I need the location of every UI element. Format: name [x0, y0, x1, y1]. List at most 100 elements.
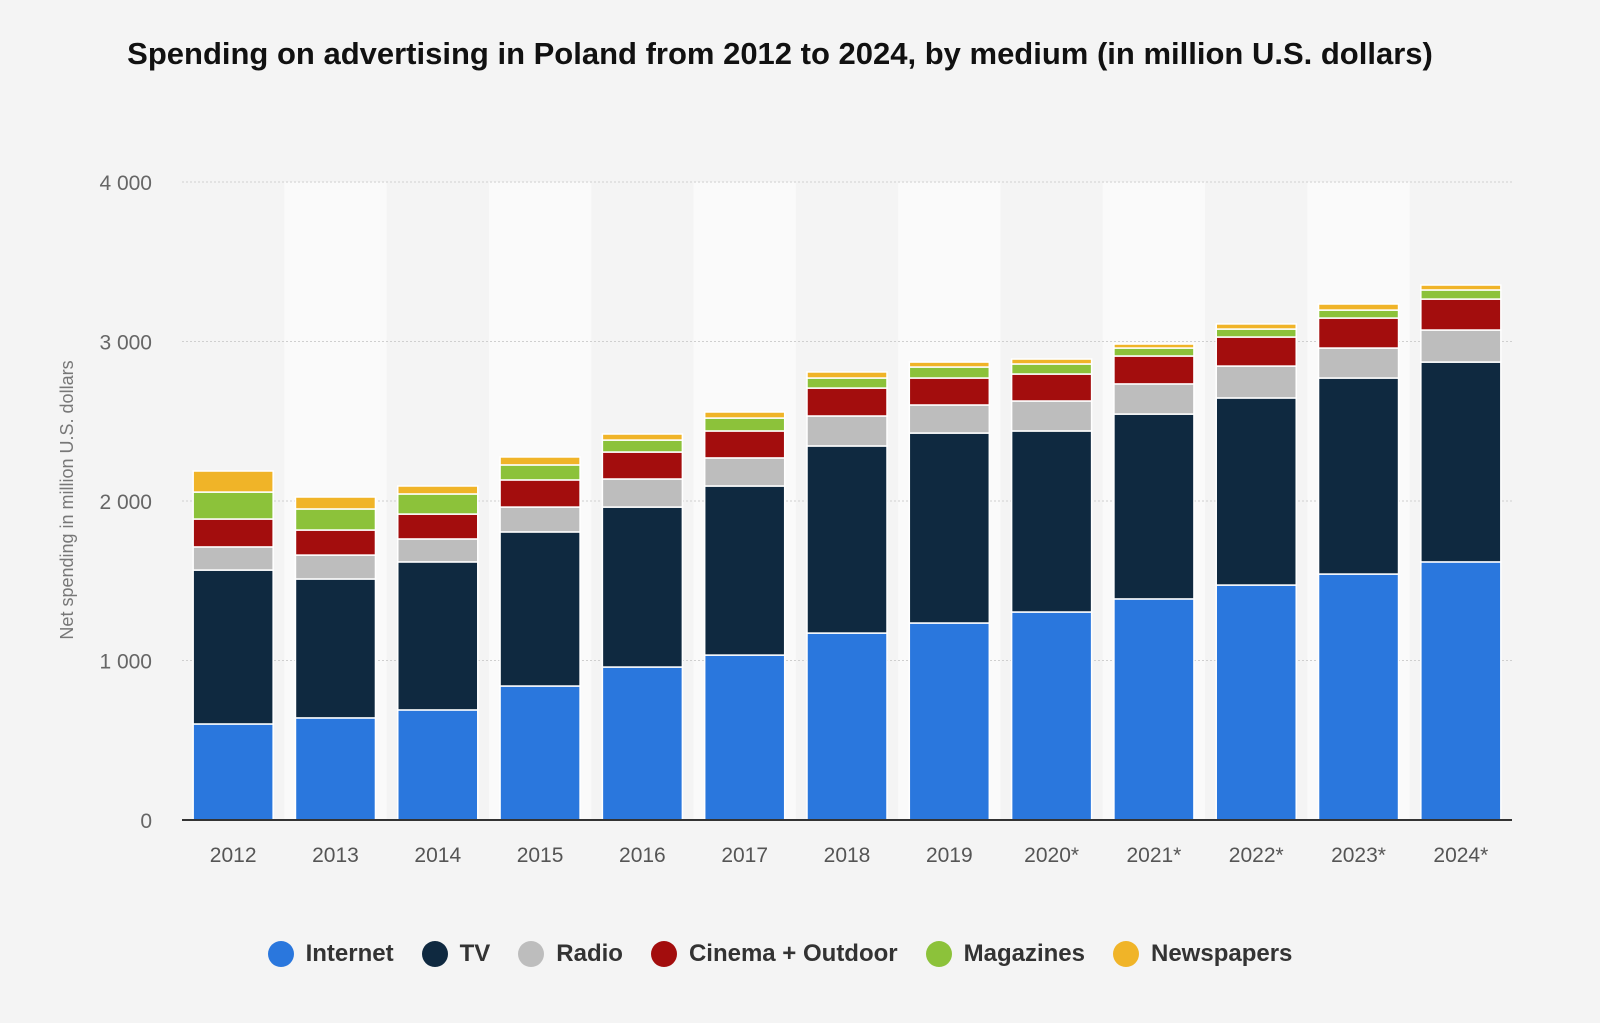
bar-tv-2017 — [703, 485, 786, 656]
legend-label: Magazines — [963, 940, 1085, 967]
bar-cinema-outdoor-2013 — [294, 529, 377, 556]
bar-internet-2012 — [192, 723, 274, 821]
bar-magazines-2019 — [908, 366, 991, 379]
bar-internet-2018 — [806, 632, 888, 821]
x-tick-label: 2014 — [414, 844, 461, 867]
legend-dot-icon — [925, 941, 952, 967]
bar-magazines-2018 — [806, 377, 888, 389]
y-axis-label: Net spending in million U.S. dollars — [57, 360, 77, 639]
legend-item[interactable]: Newspapers — [1113, 940, 1292, 968]
legend-item[interactable]: Radio — [518, 940, 623, 968]
bar-internet-2021 — [1113, 598, 1195, 821]
bar-newspapers-2018 — [806, 371, 888, 379]
bar-cinema-outdoor-2012 — [192, 518, 274, 548]
bar-magazines-2013 — [294, 508, 377, 531]
bar-radio-2012 — [192, 546, 274, 571]
bar-cinema-outdoor-2019 — [908, 377, 991, 406]
bar-internet-2019 — [908, 622, 991, 821]
bar-tv-2015 — [499, 531, 581, 687]
bar-newspapers-2017 — [703, 411, 786, 419]
bar-cinema-outdoor-2021 — [1113, 355, 1195, 385]
bar-internet-2022 — [1215, 584, 1297, 821]
bar-magazines-2014 — [397, 493, 479, 515]
bar-newspapers-2016 — [601, 433, 684, 441]
x-tick-label: 2013 — [312, 844, 359, 867]
bar-radio-2015 — [499, 506, 581, 533]
x-tick-label: 2022* — [1229, 844, 1284, 867]
chart-plot: 0 1 000 2 000 3 000 4 000 2012 2013 2014 2015 201… — [57, 172, 1512, 867]
bar-newspapers-2019 — [908, 361, 991, 368]
bar-internet-2020 — [1010, 611, 1093, 821]
legend-dot-icon — [1113, 941, 1139, 967]
bar-radio-2020 — [1010, 400, 1093, 432]
legend-item[interactable]: Cinema + Outdoor — [650, 940, 898, 968]
bar-internet-2013 — [294, 717, 377, 821]
chart-title: Spending on advertising in Poland from 2… — [127, 36, 1433, 71]
bar-magazines-2015 — [499, 464, 581, 481]
legend-dot-icon — [518, 941, 545, 967]
bar-internet-2015 — [499, 685, 581, 821]
bar-radio-2014 — [397, 538, 479, 563]
y-tick-label: 4 000 — [99, 172, 152, 195]
bar-cinema-outdoor-2024 — [1420, 298, 1502, 331]
bar-tv-2012 — [192, 569, 274, 725]
bar-newspapers-2022 — [1215, 323, 1297, 330]
bar-cinema-outdoor-2022 — [1215, 336, 1297, 367]
bar-radio-2018 — [806, 415, 888, 447]
x-tick-label: 2024* — [1433, 844, 1488, 867]
x-tick-label: 2012 — [210, 844, 257, 867]
bar-cinema-outdoor-2023 — [1317, 317, 1400, 349]
bar-tv-2023 — [1317, 377, 1400, 575]
bar-radio-2019 — [908, 404, 991, 434]
bar-radio-2024 — [1420, 329, 1502, 363]
legend-label: Internet — [305, 940, 394, 967]
bar-tv-2022 — [1215, 397, 1297, 586]
bar-newspapers-2014 — [397, 485, 479, 495]
y-tick-label: 1 000 — [99, 651, 152, 674]
bar-internet-2014 — [397, 709, 479, 821]
bar-newspapers-2024 — [1420, 284, 1502, 291]
bar-magazines-2017 — [703, 417, 786, 432]
bar-tv-2021 — [1113, 413, 1195, 600]
bar-tv-2014 — [397, 561, 479, 711]
bar-magazines-2023 — [1317, 309, 1400, 319]
bar-newspapers-2013 — [294, 496, 377, 510]
bar-radio-2023 — [1317, 347, 1400, 379]
bar-internet-2023 — [1317, 573, 1400, 821]
legend-label: TV — [459, 940, 491, 967]
bar-magazines-2024 — [1420, 289, 1502, 300]
bar-tv-2024 — [1420, 361, 1502, 563]
bar-cinema-outdoor-2020 — [1010, 373, 1093, 402]
x-tick-label: 2018 — [824, 844, 871, 867]
bar-internet-2017 — [703, 654, 786, 821]
legend-item[interactable]: Internet — [267, 940, 394, 968]
x-tick-label: 2015 — [517, 844, 564, 867]
bar-magazines-2020 — [1010, 363, 1093, 375]
x-tick-label: 2017 — [721, 844, 768, 867]
bar-magazines-2012 — [192, 491, 274, 520]
legend-item[interactable]: Magazines — [925, 940, 1085, 968]
bar-newspapers-2021 — [1113, 343, 1195, 349]
bar-radio-2016 — [601, 478, 684, 508]
bar-tv-2018 — [806, 445, 888, 634]
bar-radio-2013 — [294, 554, 377, 580]
x-tick-label: 2016 — [619, 844, 666, 867]
bar-cinema-outdoor-2017 — [703, 430, 786, 459]
y-tick-label: 2 000 — [99, 491, 152, 514]
bar-newspapers-2015 — [499, 456, 581, 466]
y-tick-label: 3 000 — [99, 332, 152, 355]
legend-label: Radio — [556, 940, 623, 967]
bar-cinema-outdoor-2016 — [601, 451, 684, 480]
x-tick-label: 2021* — [1126, 844, 1181, 867]
legend-dot-icon — [267, 941, 294, 967]
legend-item[interactable]: TV — [421, 940, 491, 968]
legend-dot-icon — [650, 941, 677, 967]
bar-radio-2017 — [703, 457, 786, 487]
bar-cinema-outdoor-2014 — [397, 513, 479, 540]
bar-radio-2021 — [1113, 383, 1195, 415]
x-tick-label: 2023* — [1331, 844, 1386, 867]
bar-magazines-2022 — [1215, 328, 1297, 338]
bar-radio-2022 — [1215, 365, 1297, 399]
bar-tv-2020 — [1010, 430, 1093, 613]
legend: Internet TV Radio Cinema + Outdoor Magazines… — [0, 940, 1560, 968]
